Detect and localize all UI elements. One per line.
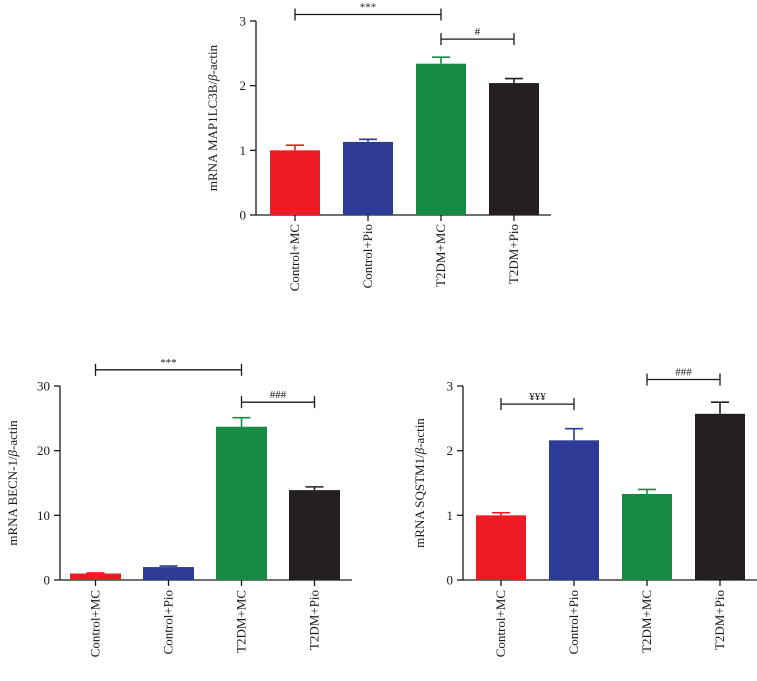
category-label-2: T2DM+MC xyxy=(433,224,448,287)
y-axis-title-prefix: mRNA SQSTM1/ xyxy=(412,454,427,548)
category-label-3: T2DM+Pio xyxy=(307,590,322,650)
y-axis-title-prefix: mRNA MAP1LC3B/ xyxy=(205,81,220,192)
y-axis-title-suffix: -actin xyxy=(5,420,20,450)
y-axis-title-greek: β xyxy=(5,449,20,457)
bar-3 xyxy=(289,490,340,580)
bar-3 xyxy=(489,83,539,215)
chart-sqstm1: 0 1 2 3 mRNA SQSTM1/β-actin Control+MC Control… xyxy=(412,367,757,657)
y-tick-label: 0 xyxy=(44,573,51,588)
significance-label-1: # xyxy=(475,26,481,38)
category-label-1: Control+Pio xyxy=(161,590,176,654)
bar-0 xyxy=(476,515,526,580)
y-axis-title-greek: β xyxy=(205,74,220,82)
bar-1 xyxy=(549,440,599,580)
y-tick-label: 1 xyxy=(240,143,247,158)
y-axis-title: mRNA BECN-1/β-actin xyxy=(5,420,20,546)
y-tick-label: 10 xyxy=(37,508,50,523)
chart-map1lc3b: 0 1 2 3 mRNA MAP1LC3B/β-actin Control+MC Contr… xyxy=(205,2,551,291)
y-axis-title: mRNA MAP1LC3B/β-actin xyxy=(205,44,220,191)
category-label-0: Control+MC xyxy=(493,590,508,657)
bar-0 xyxy=(270,150,320,215)
significance-label-0: *** xyxy=(360,2,377,14)
bar-2 xyxy=(416,63,466,216)
y-axis-title-suffix: -actin xyxy=(205,44,220,74)
bar-1 xyxy=(143,567,194,580)
y-tick-label: 30 xyxy=(37,379,50,394)
category-label-2: T2DM+MC xyxy=(234,590,249,653)
category-label-3: T2DM+Pio xyxy=(506,224,521,284)
y-tick-label: 2 xyxy=(447,443,454,458)
category-label-2: T2DM+MC xyxy=(639,590,654,653)
y-tick-label: 1 xyxy=(447,508,454,523)
category-label-1: Control+Pio xyxy=(566,590,581,654)
significance-label-0: ¥¥¥ xyxy=(529,391,546,403)
y-tick-label: 2 xyxy=(240,78,247,93)
y-tick-label: 0 xyxy=(447,573,454,588)
bar-2 xyxy=(216,426,267,580)
significance-label-1: ### xyxy=(675,367,692,379)
y-axis-title: mRNA SQSTM1/β-actin xyxy=(412,418,427,548)
category-label-0: Control+MC xyxy=(287,224,302,291)
y-tick-label: 3 xyxy=(447,379,454,394)
significance-label-1: ### xyxy=(270,389,287,401)
y-axis-title-suffix: -actin xyxy=(412,418,427,448)
category-label-3: T2DM+Pio xyxy=(712,590,727,650)
y-axis-title-greek: β xyxy=(412,447,427,455)
bar-2 xyxy=(622,493,672,580)
y-tick-label: 3 xyxy=(240,14,247,29)
chart-becn1: 0 10 20 30 mRNA BECN-1/β-actin Control+MC Cont… xyxy=(5,357,352,657)
bar-0 xyxy=(70,573,121,580)
y-tick-label: 0 xyxy=(240,208,247,223)
bar-1 xyxy=(343,141,393,215)
y-tick-label: 20 xyxy=(37,443,50,458)
category-label-1: Control+Pio xyxy=(360,224,375,288)
bar-3 xyxy=(695,413,745,580)
significance-label-0: *** xyxy=(160,357,177,369)
y-axis-title-prefix: mRNA BECN-1/ xyxy=(5,456,20,546)
category-label-0: Control+MC xyxy=(88,590,103,657)
